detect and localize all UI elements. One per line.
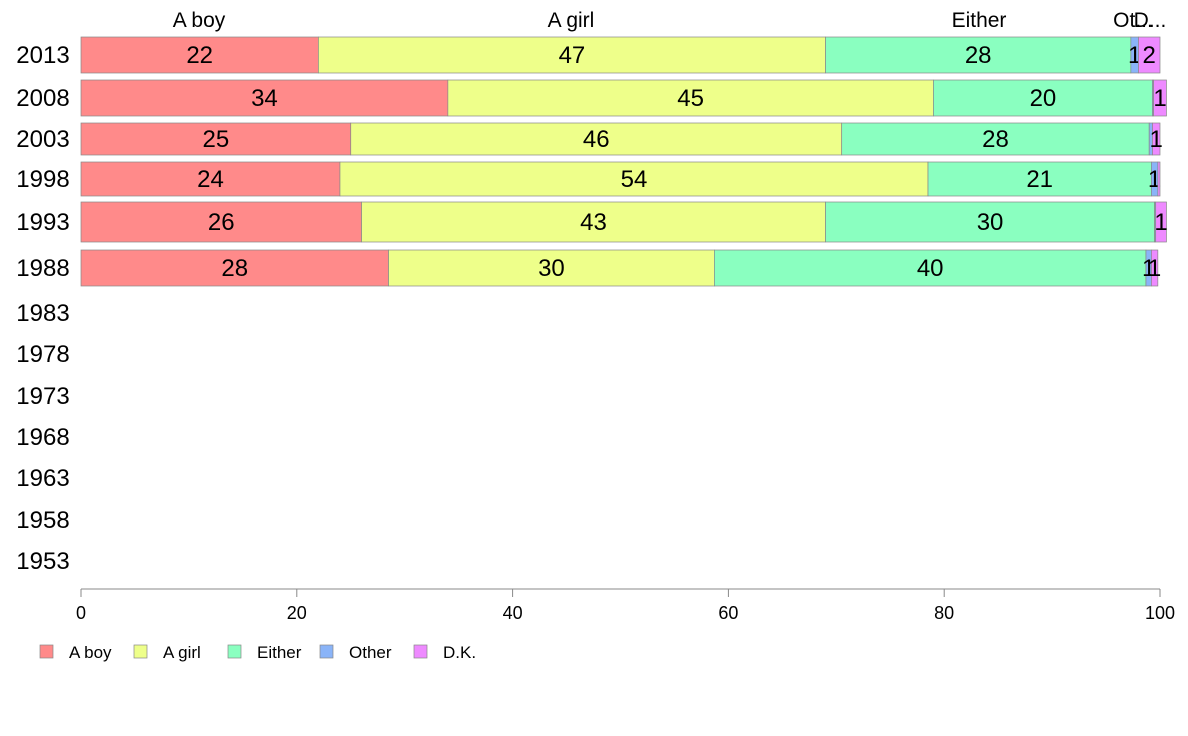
x-tick-label-80: 80 [934, 603, 954, 623]
bars: 22 47 28 1 234 45 20 125 46 28 124 54 21 126 43 30 128 30… [80, 36, 1168, 287]
data-label-1988-0: 28 [221, 255, 248, 282]
bar-segment-1998-1 [339, 161, 929, 197]
data-label-1998-1: 54 [621, 166, 648, 193]
bar-segment-1988-4 [1151, 249, 1159, 287]
x-axis: 0 20 40 60 80 100 [76, 588, 1175, 623]
data-label-2008-4: 1 [1153, 85, 1166, 112]
column-headers: A boy A girl Either Ot...D... [173, 9, 1167, 32]
data-label-1988-4: 1 [1148, 255, 1161, 282]
data-label-2003-4: 1 [1150, 126, 1163, 153]
year-label-1983: 1983 [16, 300, 69, 327]
bar-segment-2008-4 [1153, 79, 1167, 117]
data-label-2003-1: 46 [583, 126, 610, 153]
bar-segment-1988-1 [388, 249, 715, 287]
bar-segment-2003-4 [1152, 122, 1161, 156]
data-label-2008-2: 20 [1030, 85, 1057, 112]
year-label-1953: 1953 [16, 548, 69, 575]
data-label-2013-0: 22 [186, 42, 213, 69]
legend-swatch-2 [227, 644, 242, 659]
legend-swatch-0 [39, 644, 54, 659]
bar-segment-2003-0 [80, 122, 352, 156]
x-tick-label-60: 60 [718, 603, 738, 623]
header-label-2: Either [952, 9, 1007, 32]
bar-segment-2008-2 [933, 79, 1153, 117]
year-label-1988: 1988 [16, 255, 69, 282]
data-label-2008-0: 34 [251, 85, 278, 112]
legend: A boy A girl Either Other D.K. [39, 643, 476, 662]
legend-swatch-1 [133, 644, 148, 659]
header-label-1: A girl [548, 9, 595, 32]
bar-segment-1988-0 [80, 249, 389, 287]
bar-segment-1993-4 [1155, 201, 1167, 243]
header-label-3: Ot... [1113, 9, 1153, 32]
x-tick-label-20: 20 [287, 603, 307, 623]
bar-segment-1988-2 [714, 249, 1147, 287]
year-label-1963: 1963 [16, 465, 69, 492]
year-label-1978: 1978 [16, 341, 69, 368]
data-label-1988-2: 40 [917, 255, 944, 282]
data-label-1993-1: 43 [580, 209, 607, 236]
header-label-0: A boy [173, 9, 226, 32]
legend-label-4: D.K. [443, 643, 476, 662]
x-tick-label-0: 0 [76, 603, 86, 623]
header-label-4: D... [1134, 9, 1167, 32]
data-label-2013-1: 47 [559, 42, 586, 69]
bar-segment-2013-1 [318, 36, 826, 74]
data-label-1998-2: 21 [1026, 166, 1053, 193]
year-label-1973: 1973 [16, 383, 69, 410]
year-label-1958: 1958 [16, 507, 69, 534]
data-label-1988-1: 30 [538, 255, 565, 282]
legend-swatch-3 [319, 644, 334, 659]
data-label-1993-4: 1 [1154, 209, 1167, 236]
data-label-2013-2: 28 [965, 42, 992, 69]
x-tick-label-100: 100 [1145, 603, 1175, 623]
bar-segment-2003-1 [350, 122, 843, 156]
year-label-2008: 2008 [16, 85, 69, 112]
bar-segment-2013-4 [1138, 36, 1161, 74]
data-label-2003-2: 28 [982, 126, 1009, 153]
year-labels: 2013 2008 2003 1998 1993 1988 1983 1978 1973 1968… [16, 42, 69, 575]
x-tick-label-40: 40 [503, 603, 523, 623]
bar-segment-1993-0 [80, 201, 362, 243]
data-label-1993-2: 30 [977, 209, 1004, 236]
bar-segment-1998-2 [927, 161, 1152, 197]
legend-label-3: Other [349, 643, 392, 662]
data-label-2013-3: 1 [1128, 42, 1141, 69]
legend-label-0: A boy [69, 643, 112, 662]
bar-segment-1998-4 [1157, 161, 1161, 197]
year-label-1993: 1993 [16, 209, 69, 236]
legend-label-1: A girl [163, 643, 201, 662]
year-label-2013: 2013 [16, 42, 69, 69]
bar-segment-1998-0 [80, 161, 341, 197]
data-label-2003-0: 25 [203, 126, 230, 153]
bar-segment-1993-1 [361, 201, 826, 243]
bar-segment-2003-2 [841, 122, 1150, 156]
data-label-1993-0: 26 [208, 209, 235, 236]
legend-label-2: Either [257, 643, 302, 662]
data-label-2008-1: 45 [677, 85, 704, 112]
data-label-1998-0: 24 [197, 166, 224, 193]
year-label-1968: 1968 [16, 424, 69, 451]
year-label-2003: 2003 [16, 126, 69, 153]
year-label-1998: 1998 [16, 166, 69, 193]
legend-swatch-4 [413, 644, 428, 659]
data-label-2013-4: 2 [1143, 42, 1156, 69]
